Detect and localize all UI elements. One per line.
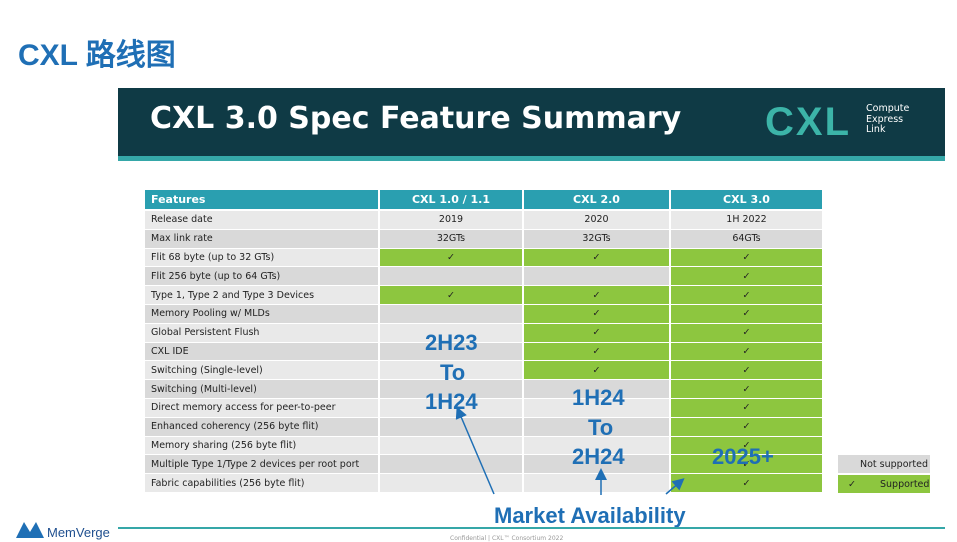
market-label: Market Availability [494,503,686,528]
annotation: 2H23 [425,330,478,355]
cell: ✓ [671,361,822,380]
logo-tagline: Compute Express Link [866,103,910,136]
feature-cell: Direct memory access for peer-to-peer [145,399,378,417]
header-cell: CXL 2.0 [524,190,669,209]
legend-label: Not supported [860,458,929,470]
banner [118,88,945,158]
legend-mark: ✓ [848,478,856,490]
cell: ✓ [524,248,669,267]
feature-cell: Multiple Type 1/Type 2 devices per root … [145,455,378,474]
cell: ✓ [671,380,822,398]
cell: ✓ [524,361,669,380]
cell: ✓ [380,248,522,267]
cell: ✓ [671,417,822,436]
feature-cell: Memory sharing (256 byte flit) [145,436,378,455]
brand-icon [16,522,44,538]
feature-cell: Release date [145,211,378,229]
cell: 1H 2022 [671,211,822,229]
legend-supported [838,475,930,493]
banner-title: CXL 3.0 Spec Feature Summary [150,101,682,136]
cell [380,380,522,398]
feature-cell: Max link rate [145,229,378,248]
logo: CXL [765,100,851,144]
cell [380,342,522,361]
feature-cell: CXL IDE [145,342,378,361]
cell: ✓ [671,305,822,323]
feature-cell: Flit 68 byte (up to 32 GTs) [145,248,378,267]
feature-cell: Global Persistent Flush [145,323,378,342]
cell [380,361,522,380]
cell [524,436,669,455]
cell: ✓ [524,323,669,342]
annotation: 2025+ [712,444,774,469]
footer-brand: MemVerge [47,525,110,540]
banner-stripe [118,156,945,161]
cell: ✓ [671,436,822,455]
cell [524,474,669,492]
legend-label: Supported [880,478,930,490]
cell: ✓ [671,455,822,474]
cell: ✓ [671,267,822,286]
tagline-line: Express [866,113,904,125]
cell: 32GTs [524,229,669,248]
tagline-line: Link [866,124,886,135]
cell: ✓ [380,286,522,304]
feature-cell: Switching (Multi-level) [145,380,378,398]
slide-title: CXL 路线图 [18,39,176,72]
feature-cell: Flit 256 byte (up to 64 GTs) [145,267,378,286]
cell: ✓ [671,323,822,342]
feature-cell: Type 1, Type 2 and Type 3 Devices [145,286,378,304]
header-cell: Features [145,190,378,209]
cell [524,455,669,474]
cell: ✓ [671,248,822,267]
cell [524,417,669,436]
cell [524,399,669,417]
annotation: 1H24 [572,385,625,410]
cell: ✓ [671,342,822,361]
cell [524,267,669,286]
cell: ✓ [671,286,822,304]
header-cell: CXL 3.0 [671,190,822,209]
tagline-line: Compute [866,103,910,114]
feature-cell: Enhanced coherency (256 byte flit) [145,417,378,436]
annotation: To [588,415,614,440]
cell: ✓ [671,399,822,417]
cell: ✓ [524,286,669,304]
cell [380,455,522,474]
feature-cell: Memory Pooling w/ MLDs [145,305,378,323]
footer-note: Confidential | CXL™ Consortium 2022 [450,535,564,542]
annotation: 2H24 [572,444,625,469]
cell: ✓ [524,305,669,323]
cell: 32GTs [380,229,522,248]
header-cell: CXL 1.0 / 1.1 [380,190,522,209]
annotation: 1H24 [425,389,478,414]
cell [380,436,522,455]
cell: 64GTs [671,229,822,248]
cell: 2020 [524,211,669,229]
legend-not-supported [838,455,930,473]
cell [524,380,669,398]
cell [380,267,522,286]
feature-cell: Switching (Single-level) [145,361,378,380]
cell: ✓ [524,342,669,361]
cell [380,323,522,342]
feature-cell: Fabric capabilities (256 byte flit) [145,474,378,492]
annotation: To [440,360,466,385]
cell: ✓ [671,474,822,492]
cell [380,417,522,436]
cell: 2019 [380,211,522,229]
cell [380,474,522,492]
cell [380,305,522,323]
